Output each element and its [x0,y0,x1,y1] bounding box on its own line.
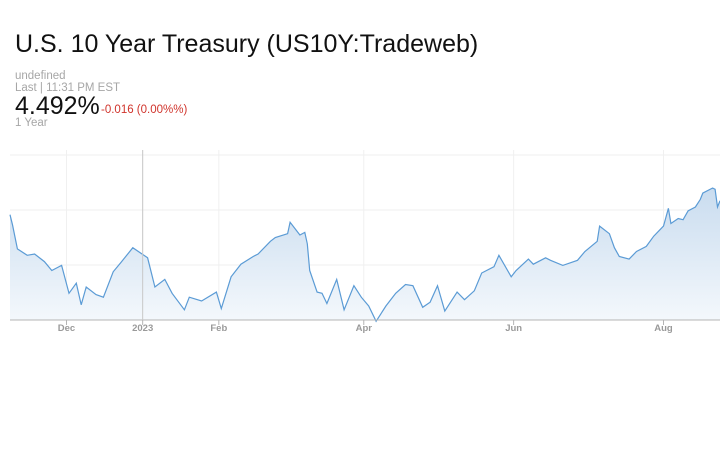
chart-title: U.S. 10 Year Treasury (US10Y:Tradeweb) [15,30,479,58]
x-tick-label: Jun [505,323,522,334]
x-tick-label: Feb [210,323,227,334]
x-tick-label: Dec [58,323,75,334]
current-price: 4.492% [15,92,100,120]
undefined-label: undefined [15,70,66,82]
price-line[interactable] [9,187,720,323]
x-tick-label: Aug [654,323,673,334]
price-area [10,188,720,322]
x-tick-label: Apr [356,323,373,334]
x-tick-label: 2023 [132,323,153,334]
time-range-label: 1 Year [15,117,48,129]
price-change: -0.016 (0.00%%) [101,104,188,116]
x-axis-ticks: Dec 2023 Feb Apr Jun Aug [58,320,673,334]
last-updated-label: Last | 11:31 PM EST [15,82,121,94]
